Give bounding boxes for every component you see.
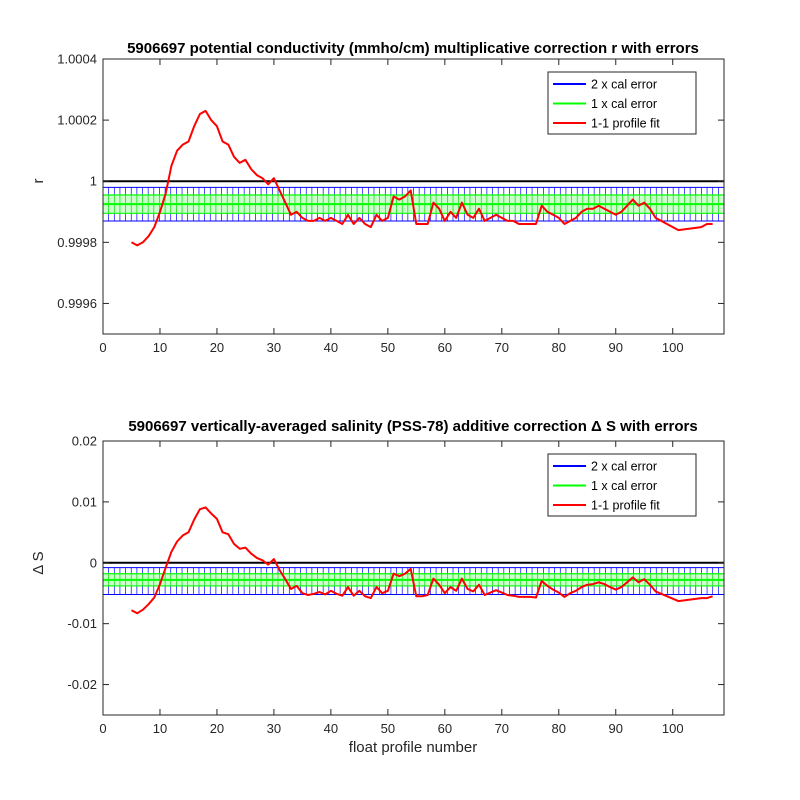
bottom-y-tick-label: -0.02 <box>67 677 97 692</box>
top-x-tick-label: 70 <box>495 340 509 355</box>
bottom-x-tick-label: 40 <box>324 721 338 736</box>
bottom-x-tick-label: 10 <box>153 721 167 736</box>
top-y-axis-label: r <box>30 179 47 184</box>
bottom-x-tick-label: 50 <box>381 721 395 736</box>
top-y-tick-label: 1.0004 <box>57 52 97 67</box>
x-axis-label: float profile number <box>349 739 477 756</box>
top-legend-label: 1-1 profile fit <box>591 117 660 131</box>
top-x-tick-label: 100 <box>662 340 684 355</box>
top-y-tick-label: 1 <box>90 174 97 189</box>
top-panel: 5906697 potential conductivity (mmho/cm)… <box>30 40 725 355</box>
bottom-x-tick-label: 80 <box>552 721 566 736</box>
top-x-tick-label: 20 <box>210 340 224 355</box>
top-x-tick-label: 0 <box>99 340 106 355</box>
bottom-y-axis-label: Δ S <box>30 551 47 574</box>
top-y-tick-label: 1.0002 <box>57 113 97 128</box>
bottom-y-tick-label: 0.02 <box>72 434 97 449</box>
bottom-legend-label: 1 x cal error <box>591 479 657 493</box>
top-legend-label: 1 x cal error <box>591 97 657 111</box>
bottom-x-tick-label: 0 <box>99 721 106 736</box>
top-x-tick-label: 10 <box>153 340 167 355</box>
bottom-y-tick-label: -0.01 <box>67 616 97 631</box>
top-y-tick-label: 0.9998 <box>57 235 97 250</box>
bottom-x-tick-label: 60 <box>438 721 452 736</box>
top-y-tick-label: 0.9996 <box>57 296 97 311</box>
bottom-x-tick-label: 30 <box>267 721 281 736</box>
top-profile-fit-line <box>131 109 713 247</box>
bottom-axes-box <box>102 440 725 716</box>
bottom-chart-title: 5906697 vertically-averaged salinity (PS… <box>128 418 697 435</box>
top-x-tick-label: 30 <box>267 340 281 355</box>
bottom-x-tick-label: 100 <box>662 721 684 736</box>
top-chart-title: 5906697 potential conductivity (mmho/cm)… <box>127 40 699 57</box>
bottom-y-tick-label: 0.01 <box>72 494 97 509</box>
bottom-profile-fit-line <box>131 506 713 615</box>
top-x-tick-label: 80 <box>552 340 566 355</box>
bottom-x-tick-label: 70 <box>495 721 509 736</box>
bottom-y-tick-label: 0 <box>90 555 97 570</box>
top-x-tick-label: 50 <box>381 340 395 355</box>
top-axes-box <box>102 58 725 335</box>
bottom-x-tick-label: 90 <box>609 721 623 736</box>
bottom-x-tick-label: 20 <box>210 721 224 736</box>
top-x-tick-label: 40 <box>324 340 338 355</box>
bottom-legend-label: 2 x cal error <box>591 460 657 474</box>
top-x-tick-label: 60 <box>438 340 452 355</box>
bottom-panel: 5906697 vertically-averaged salinity (PS… <box>30 418 725 736</box>
top-legend-label: 2 x cal error <box>591 78 657 92</box>
bottom-legend-label: 1-1 profile fit <box>591 499 660 513</box>
top-x-tick-label: 90 <box>609 340 623 355</box>
